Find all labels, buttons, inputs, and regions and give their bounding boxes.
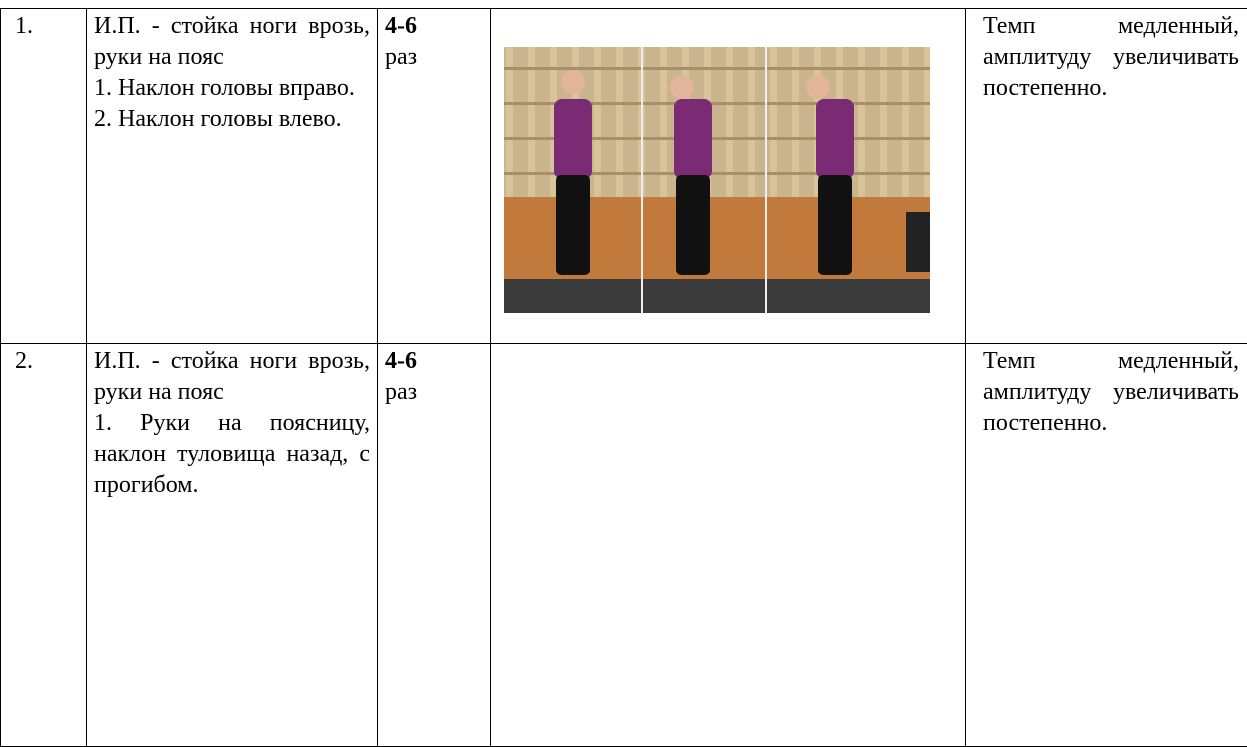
description-line: 1. Руки на поясницу, наклон туловища наз… <box>94 408 370 501</box>
image-cell <box>491 344 966 747</box>
unit: раз <box>385 44 417 70</box>
unit: раз <box>385 379 417 405</box>
description-line: 1. Наклон головы вправо. <box>94 73 370 104</box>
count: 4-6 <box>385 348 417 374</box>
number-cell: 2. <box>1 344 87 747</box>
number: 2. <box>15 348 33 374</box>
number-cell: 1. <box>1 9 87 344</box>
count-cell: 4-6 раз <box>378 9 491 344</box>
exercise-table: 1. И.П. - стойка ноги врозь, руки на поя… <box>0 8 1247 747</box>
number: 1. <box>15 13 33 39</box>
table-row: 2. И.П. - стойка ноги врозь, руки на поя… <box>1 344 1247 747</box>
description-line: И.П. - стойка ноги врозь, руки на пояс <box>94 11 370 73</box>
image-cell <box>491 9 966 344</box>
note-cell: Темп медленный, амплитуду увеличивать по… <box>966 9 1247 344</box>
photo-panels <box>504 47 930 313</box>
description-line: И.П. - стойка ноги врозь, руки на пояс <box>94 346 370 408</box>
description-cell: И.П. - стойка ноги врозь, руки на пояс 1… <box>87 344 378 747</box>
exercise-photo <box>504 47 930 313</box>
note: Темп медленный, амплитуду увеличивать по… <box>983 13 1239 101</box>
note: Темп медленный, амплитуду увеличивать по… <box>983 348 1239 436</box>
count-cell: 4-6 раз <box>378 344 491 747</box>
table-row: 1. И.П. - стойка ноги врозь, руки на поя… <box>1 9 1247 344</box>
description-cell: И.П. - стойка ноги врозь, руки на пояс 1… <box>87 9 378 344</box>
description-line: 2. Наклон головы влево. <box>94 104 370 135</box>
note-cell: Темп медленный, амплитуду увеличивать по… <box>966 344 1247 747</box>
count: 4-6 <box>385 13 417 39</box>
page: 1. И.П. - стойка ноги врозь, руки на поя… <box>0 0 1247 599</box>
